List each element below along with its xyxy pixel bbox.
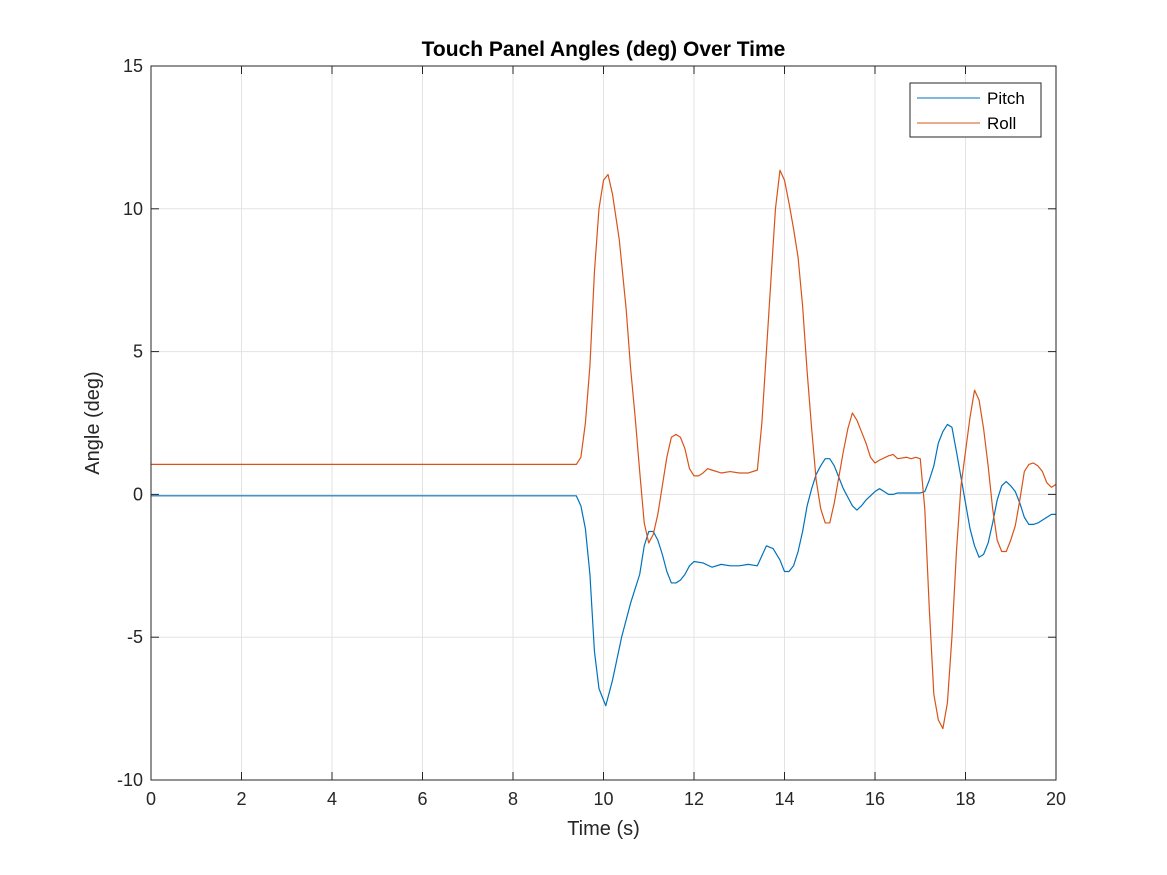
legend-pitch-label: Pitch xyxy=(987,89,1025,108)
y-tick-label: -10 xyxy=(117,770,143,790)
legend-roll-label: Roll xyxy=(987,114,1016,133)
y-tick-label: 10 xyxy=(123,199,143,219)
ticks: 0 2 4 6 8 10 12 14 16 18 20 -10 -5 0 5 10 15 xyxy=(117,56,1066,809)
x-tick-label: 4 xyxy=(327,789,337,809)
x-tick-label: 10 xyxy=(593,789,613,809)
y-tick-label: 5 xyxy=(133,342,143,362)
y-tick-label: -5 xyxy=(127,627,143,647)
y-axis-label: Angle (deg) xyxy=(82,371,104,474)
y-tick-label: 0 xyxy=(133,484,143,504)
x-tick-label: 16 xyxy=(865,789,885,809)
x-tick-label: 14 xyxy=(774,789,794,809)
legend: Pitch Roll xyxy=(909,82,1042,138)
x-tick-label: 8 xyxy=(508,789,518,809)
series-line-pitch xyxy=(151,423,1056,707)
chart-title: Touch Panel Angles (deg) Over Time xyxy=(422,38,786,61)
plot-lines xyxy=(151,169,1057,730)
x-tick-label: 18 xyxy=(955,789,975,809)
x-tick-label: 6 xyxy=(417,789,427,809)
x-tick-label: 20 xyxy=(1046,789,1066,809)
x-tick-label: 2 xyxy=(236,789,246,809)
y-tick-label: 15 xyxy=(123,56,143,76)
x-tick-label: 12 xyxy=(684,789,704,809)
x-axis-label: Time (s) xyxy=(567,818,640,840)
x-tick-label: 0 xyxy=(146,789,156,809)
series-line-roll xyxy=(151,169,1057,730)
legend-box xyxy=(909,82,1042,138)
